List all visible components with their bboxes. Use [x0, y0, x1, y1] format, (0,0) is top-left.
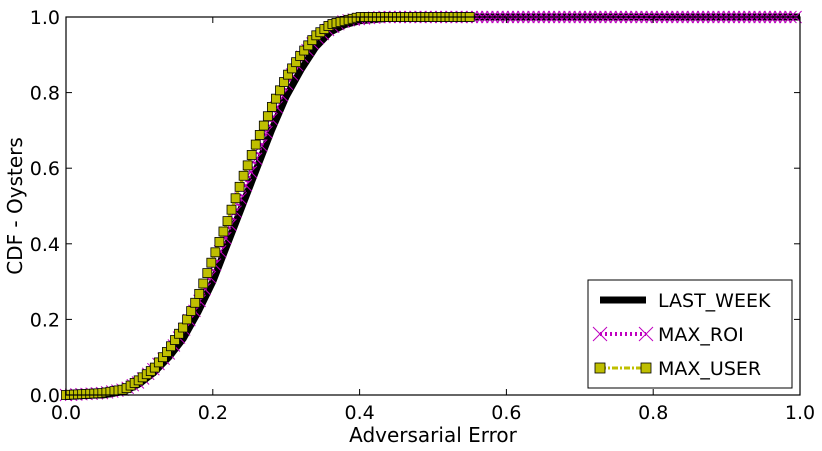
x-axis-label: Adversarial Error: [349, 423, 518, 447]
legend-marker-square: [594, 362, 606, 374]
x-tick-label: 0.8: [638, 402, 668, 424]
max-user-marker: [234, 181, 245, 192]
max-user-marker: [214, 237, 225, 247]
max-user-marker: [250, 139, 261, 150]
y-tick-label: 0.4: [30, 234, 60, 256]
plot-area-frame: [65, 16, 801, 396]
x-tick-label: 0.6: [491, 402, 521, 424]
max-user-marker: [178, 322, 188, 333]
max-user-marker: [242, 160, 253, 171]
y-axis-label: CDF - Oysters: [3, 137, 27, 275]
max-user-marker: [275, 85, 285, 96]
max-user-marker: [198, 278, 209, 289]
max-user-marker: [254, 130, 265, 140]
max-user-marker: [206, 257, 217, 268]
max-user-marker: [194, 288, 205, 299]
legend-entry: LAST_WEEK: [600, 290, 771, 312]
legend-label: LAST_WEEK: [658, 290, 771, 312]
max-user-marker: [202, 268, 213, 278]
max-user-marker: [210, 247, 221, 258]
max-user-marker: [230, 193, 241, 204]
y-tick-label: 0.2: [30, 309, 60, 331]
legend-marker-x: [592, 326, 608, 342]
max-user-marker: [262, 111, 273, 122]
y-tick-label: 1.0: [30, 7, 60, 29]
y-tick-label: 0.6: [30, 158, 60, 180]
x-tick-label: 0.4: [344, 402, 374, 424]
legend-entry: MAX_ROI: [592, 324, 744, 346]
x-tick-label: 0.0: [51, 402, 81, 424]
series-line-max-user: [65, 15, 470, 397]
legend-entry: MAX_USER: [594, 358, 761, 380]
legend-label: MAX_USER: [658, 358, 761, 380]
max-user-marker: [190, 297, 201, 308]
legend: LAST_WEEK MAX_ROI MAX_USER: [587, 279, 793, 389]
legend-marker-x: [638, 326, 654, 342]
max-user-marker: [266, 102, 277, 112]
legend-marker-square: [640, 362, 652, 374]
axis-ticks: 0.0 0.2 0.4 0.6 0.8 1.0 0.0 0.2 0.4 0.6 0.8 1.0: [30, 7, 815, 424]
max-user-marker: [226, 204, 237, 215]
x-tick-label: 1.0: [785, 402, 815, 424]
y-tick-label: 0.8: [30, 83, 60, 105]
max-user-marker: [186, 306, 197, 316]
y-tick-label: 0.0: [30, 385, 60, 407]
legend-label: MAX_ROI: [658, 324, 744, 346]
max-user-marker: [182, 314, 193, 325]
max-user-marker: [271, 93, 281, 104]
max-user-marker: [222, 216, 233, 227]
x-tick-label: 0.2: [198, 402, 228, 424]
max-user-marker: [218, 226, 229, 237]
max-user-marker: [258, 120, 269, 131]
series-markers-max-user: [61, 12, 475, 400]
max-user-marker: [246, 150, 257, 160]
max-user-marker: [238, 170, 249, 181]
